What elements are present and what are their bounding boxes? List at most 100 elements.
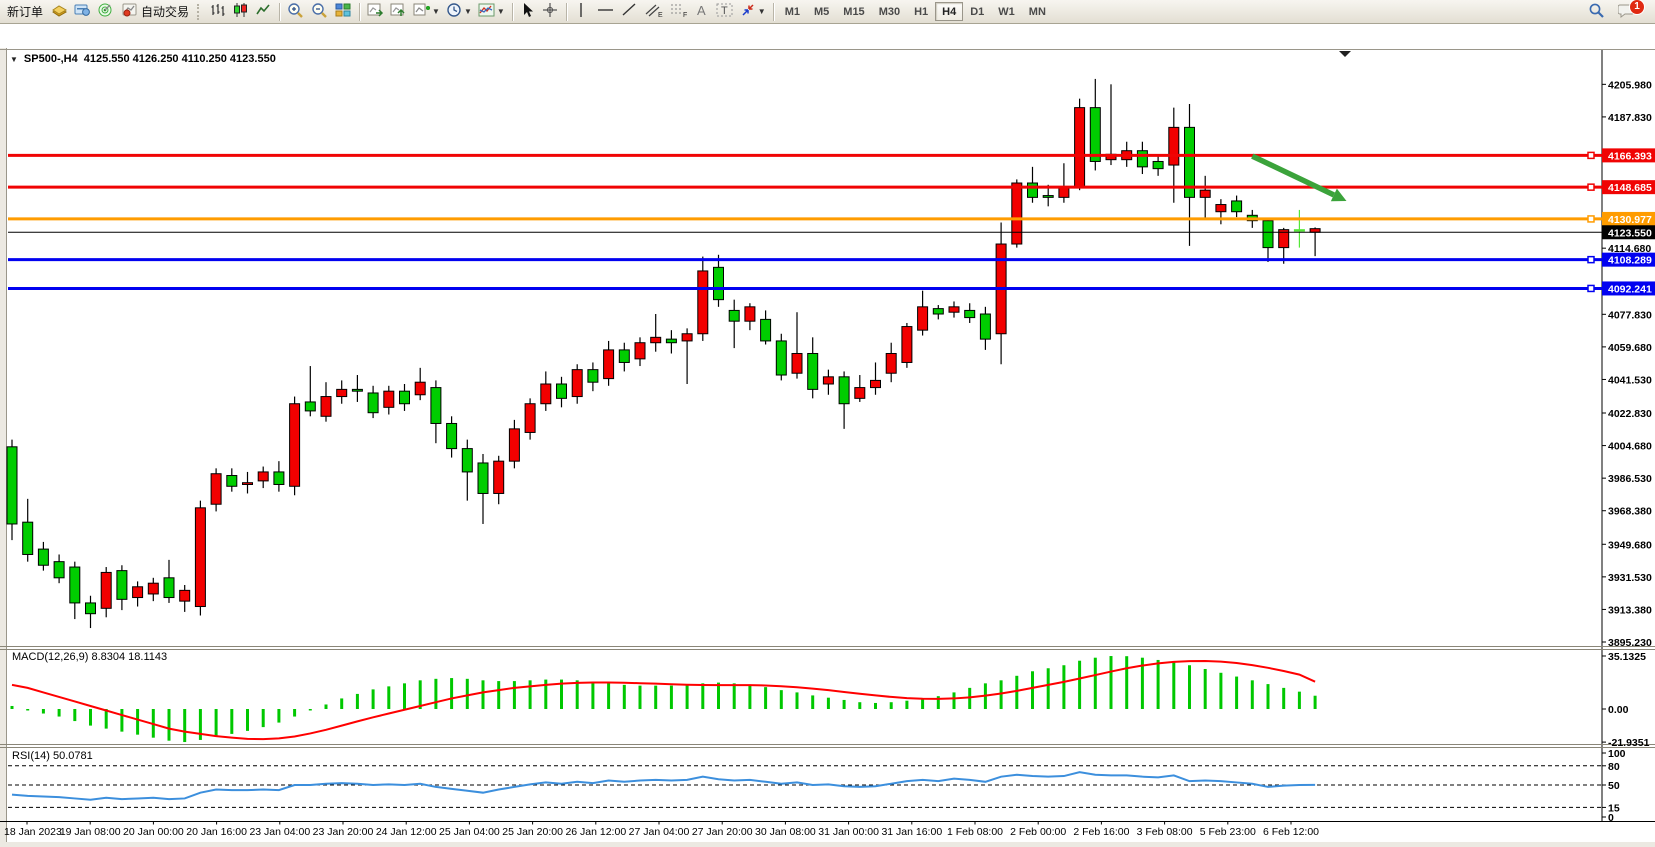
time-tick-label: 25 Jan 04:00 [439, 826, 500, 838]
candle-body [1215, 204, 1227, 213]
arrows-button[interactable]: ▼ [737, 2, 769, 22]
price-tick-label: 3986.530 [1608, 473, 1652, 485]
tile-windows-button[interactable] [332, 2, 355, 22]
timeframe-mn[interactable]: MN [1022, 2, 1053, 21]
candle-body [618, 349, 630, 363]
time-tick-label: 31 Jan 00:00 [818, 826, 879, 838]
candle-body [979, 313, 991, 340]
horizontal-line-icon [596, 2, 615, 21]
new-order-button[interactable]: 新订单 [2, 2, 48, 22]
text-icon: A [694, 2, 709, 21]
candle-body [22, 521, 34, 555]
price-tick-label: 4187.830 [1608, 112, 1652, 124]
candle-body [634, 342, 646, 360]
svg-text:T: T [721, 5, 728, 17]
candle-body [508, 428, 520, 462]
timeframe-h1[interactable]: H1 [907, 2, 935, 21]
candle-body [100, 571, 112, 609]
vertical-line-button[interactable] [571, 2, 593, 22]
cursor-button[interactable] [517, 2, 539, 22]
radar-button[interactable] [94, 2, 117, 22]
new-order-icon-button[interactable] [48, 2, 71, 22]
candle-body [320, 396, 332, 417]
collapse-arrow-icon[interactable]: ▼ [10, 54, 18, 64]
search-button[interactable] [1585, 2, 1609, 22]
chart-title: ▼ SP500-,H4 4125.550 4126.250 4110.250 4… [10, 53, 276, 65]
candlestick-chart-icon [232, 2, 249, 21]
zoom-in-button[interactable] [284, 2, 308, 22]
candle-body [917, 306, 929, 331]
candle-body [37, 548, 49, 566]
candle-body [147, 582, 159, 595]
text-button[interactable]: A [691, 2, 713, 22]
candle-body [744, 306, 756, 322]
charts-window-button[interactable] [71, 2, 94, 22]
zoom-out-button[interactable] [308, 2, 332, 22]
candle-body [760, 318, 772, 342]
toolbar-grip[interactable] [197, 3, 203, 20]
rsi-line [11, 771, 1316, 801]
timeframe-w1[interactable]: W1 [991, 2, 1022, 21]
trend-arrow-head [1330, 188, 1347, 202]
fibonacci-button[interactable]: F [666, 2, 691, 22]
price-tick-label: 4041.530 [1608, 374, 1652, 386]
timeframe-m5[interactable]: M5 [807, 2, 836, 21]
price-tick-label: 4022.830 [1608, 408, 1652, 420]
timeframe-m1[interactable]: M1 [778, 2, 807, 21]
line-chart-button[interactable] [252, 2, 275, 22]
candle-body [257, 471, 269, 482]
price-tick-label: 3895.230 [1608, 637, 1652, 649]
indicators-button[interactable]: ▼ [475, 2, 508, 22]
candle-body [838, 376, 850, 405]
timeframe-d1[interactable]: D1 [963, 2, 991, 21]
crosshair-button[interactable] [539, 2, 562, 22]
candle-body [681, 333, 693, 342]
candle-body [854, 387, 866, 399]
chart-step-button[interactable] [387, 2, 410, 22]
candle-body [430, 387, 442, 424]
zoom-out-icon [311, 2, 329, 21]
auto-trading-button[interactable]: 自动交易 [117, 2, 194, 22]
chevron-down-icon: ▼ [432, 7, 440, 16]
candle-body [132, 586, 144, 599]
chart-forward-icon [367, 2, 384, 21]
timeframe-m30[interactable]: M30 [872, 2, 907, 21]
candle-body [1074, 107, 1086, 188]
horizontal-line-button[interactable] [593, 2, 618, 22]
candle-body [932, 308, 944, 315]
candle-body [53, 561, 65, 579]
chart-forward-button[interactable] [364, 2, 387, 22]
equidistant-channel-button[interactable]: E [641, 2, 666, 22]
price-label: 4108.289 [1608, 255, 1652, 267]
notification-badge: 1 [1629, 0, 1645, 15]
crosshair-icon [542, 2, 559, 21]
trendline-button[interactable] [618, 2, 641, 22]
timeframe-m15[interactable]: M15 [836, 2, 871, 21]
bar-chart-button[interactable] [206, 2, 229, 22]
window-left-border [0, 48, 6, 847]
time-tick-label: 25 Jan 20:00 [502, 826, 563, 838]
new-chart-button[interactable]: ▼ [410, 2, 443, 22]
candlestick-chart-button[interactable] [229, 2, 252, 22]
svg-text:F: F [683, 12, 687, 18]
candle-body [69, 566, 81, 604]
candle-body [650, 336, 662, 344]
period-clock-button[interactable]: ▼ [443, 2, 475, 22]
price-tick-label: 3968.380 [1608, 506, 1652, 518]
text-label-button[interactable]: T [713, 2, 737, 22]
candle-body [948, 306, 960, 313]
main-toolbar: 新订单 自动交易 ▼ ▼ ▼ E F A T [0, 0, 1655, 24]
candle-body [901, 326, 913, 363]
candle-body [697, 270, 709, 335]
chart-step-icon [390, 2, 407, 21]
candle-body [1278, 229, 1290, 249]
chart-window[interactable]: ▼ SP500-,H4 4125.550 4126.250 4110.250 4… [0, 24, 1655, 847]
notifications-button[interactable]: 1 [1615, 0, 1645, 22]
time-tick-label: 23 Jan 20:00 [313, 826, 374, 838]
candle-body [6, 446, 18, 525]
chevron-down-icon: ▼ [757, 7, 766, 16]
candle-body [587, 369, 599, 383]
candle-body [1089, 107, 1101, 162]
timeframe-h4[interactable]: H4 [935, 2, 964, 21]
